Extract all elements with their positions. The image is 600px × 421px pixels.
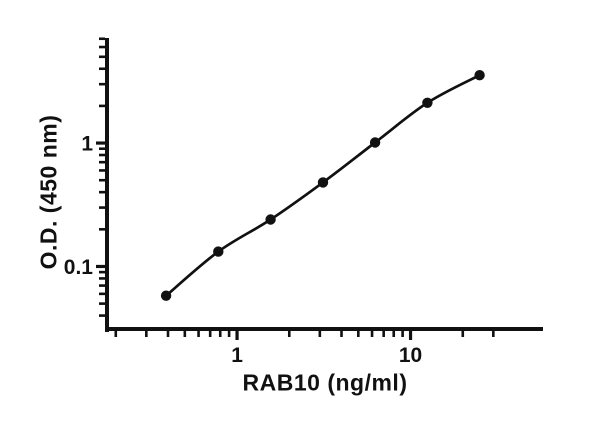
x-axis-title: RAB10 (ng/ml) [242,369,408,396]
data-point-marker [422,97,433,109]
data-point-marker [265,214,276,225]
y-tick-label: 0.1 [64,256,94,279]
data-point-marker [474,70,485,81]
data-point-marker [160,290,172,301]
y-tick-label: 1 [81,133,93,156]
data-point-marker [213,246,224,257]
x-tick-label: 10 [399,344,422,367]
y-axis-title: O.D. (450 nm) [35,114,62,270]
data-point-marker [317,177,329,188]
x-tick-label: 1 [231,344,243,367]
data-point-marker [369,137,381,148]
